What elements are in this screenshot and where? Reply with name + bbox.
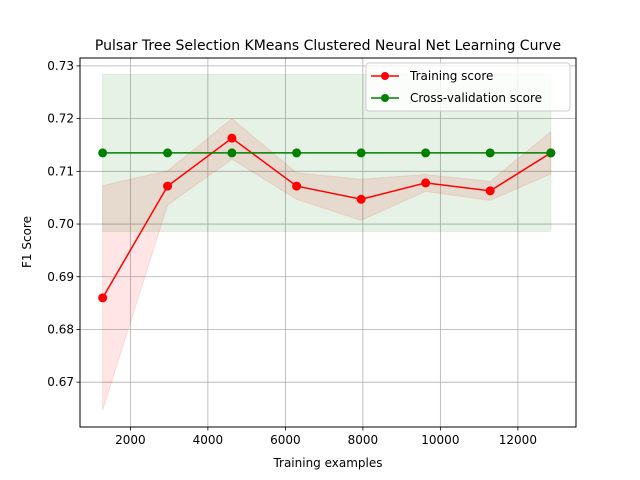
x-tick-label: 12000 bbox=[499, 433, 537, 447]
y-tick-label: 0.72 bbox=[47, 112, 74, 126]
data-point bbox=[98, 293, 108, 303]
confidence-bands bbox=[102, 73, 552, 411]
plot-frame bbox=[79, 57, 577, 428]
x-tick-label: 2000 bbox=[115, 433, 146, 447]
legend-label: Cross-validation score bbox=[410, 91, 542, 105]
y-tick-label: 0.70 bbox=[47, 217, 74, 231]
data-point bbox=[292, 181, 302, 191]
legend-box bbox=[365, 62, 571, 112]
chart-title: Pulsar Tree Selection KMeans Clustered N… bbox=[95, 38, 561, 54]
y-axis-label: F1 Score bbox=[20, 216, 34, 268]
data-point bbox=[485, 186, 495, 196]
legend-marker bbox=[381, 94, 389, 102]
y-tick-label: 0.69 bbox=[47, 270, 74, 284]
data-point bbox=[227, 133, 237, 143]
data-point bbox=[163, 181, 173, 191]
y-tick-label: 0.73 bbox=[47, 59, 74, 73]
data-point bbox=[546, 148, 556, 158]
legend-marker bbox=[381, 72, 389, 80]
x-tick-label: 10000 bbox=[421, 433, 459, 447]
legend-label: Training score bbox=[409, 69, 493, 83]
x-axis-label: Training examples bbox=[272, 456, 382, 470]
y-axis: 0.67 0.68 0.69 0.70 0.71 0.72 0.73 bbox=[47, 59, 80, 389]
data-point bbox=[356, 194, 366, 204]
data-point bbox=[292, 148, 302, 158]
y-tick-label: 0.67 bbox=[47, 375, 74, 389]
data-point bbox=[356, 148, 366, 158]
x-axis: 2000 4000 6000 8000 10000 12000 bbox=[115, 427, 537, 447]
legend: Training score Cross-validation score bbox=[365, 62, 571, 112]
data-point bbox=[421, 178, 431, 188]
series-line bbox=[102, 137, 552, 299]
x-tick-label: 6000 bbox=[270, 433, 301, 447]
x-tick-label: 4000 bbox=[193, 433, 224, 447]
series-lines bbox=[102, 137, 552, 299]
y-tick-label: 0.68 bbox=[47, 322, 74, 336]
data-points bbox=[98, 133, 556, 303]
data-point bbox=[485, 148, 495, 158]
data-point bbox=[227, 148, 237, 158]
confidence-band bbox=[102, 117, 552, 411]
data-point bbox=[98, 148, 108, 158]
data-point bbox=[163, 148, 173, 158]
data-point bbox=[421, 148, 431, 158]
x-tick-label: 8000 bbox=[348, 433, 379, 447]
y-tick-label: 0.71 bbox=[47, 164, 74, 178]
